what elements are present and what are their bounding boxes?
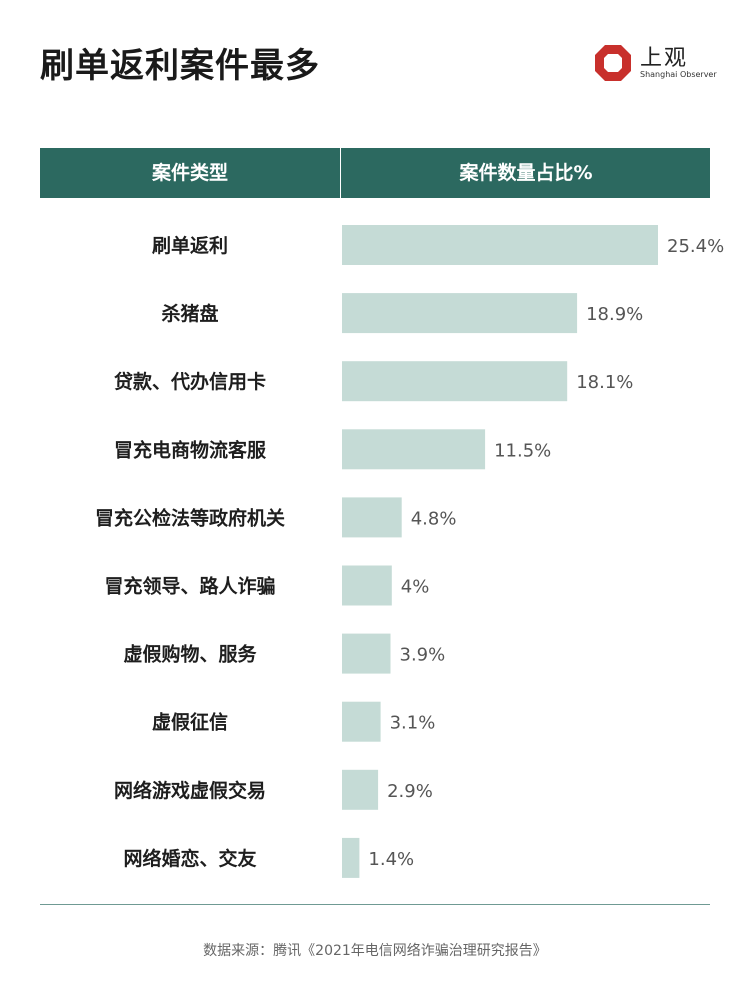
- category-label: 网络婚恋、交友: [123, 847, 256, 870]
- category-label: 贷款、代办信用卡: [114, 370, 266, 393]
- value-label: 25.4%: [667, 236, 724, 257]
- bar: [342, 293, 578, 334]
- category-label: 杀猪盘: [161, 302, 218, 325]
- column-header-share: 案件数量占比%: [459, 162, 593, 184]
- bottom-divider: [40, 904, 710, 905]
- value-label: 1.4%: [368, 849, 414, 870]
- category-label: 虚假征信: [152, 711, 228, 734]
- value-label: 4.8%: [411, 508, 457, 529]
- bar: [342, 225, 658, 265]
- value-label: 11.5%: [494, 440, 551, 461]
- data-source: 数据来源：腾讯《2021年电信网络诈骗治理研究报告》: [203, 943, 547, 959]
- category-label: 虚假购物、服务: [123, 643, 257, 666]
- bar: [342, 769, 379, 810]
- value-label: 3.1%: [390, 713, 436, 734]
- bar: [342, 633, 391, 674]
- bar: [342, 837, 360, 878]
- value-label: 2.9%: [387, 781, 433, 802]
- column-divider: [340, 148, 341, 198]
- logo-mark-icon: [595, 45, 631, 81]
- category-label: 刷单返利: [152, 234, 228, 257]
- page-title: 刷单返利案件最多: [40, 46, 320, 86]
- bar-chart: 刷单返利 25.4% 杀猪盘 18.9% 贷款、代办信用卡 18.1% 冒充电商物流客服 11…: [95, 225, 724, 878]
- table-header: 案件类型 案件数量占比%: [40, 148, 710, 198]
- category-label: 冒充电商物流客服: [114, 438, 267, 461]
- bar: [342, 497, 402, 538]
- logo-chinese-name: 上观: [640, 46, 689, 71]
- shanghai-observer-logo: 上观 Shanghai Observer: [594, 42, 717, 86]
- category-label: 网络游戏虚假交易: [114, 779, 266, 802]
- bar: [342, 361, 568, 402]
- bar: [342, 565, 392, 606]
- value-label: 4%: [401, 577, 430, 598]
- value-label: 18.1%: [576, 372, 633, 393]
- value-label: 18.9%: [586, 304, 643, 325]
- category-label: 冒充公检法等政府机关: [95, 506, 285, 529]
- column-header-category: 案件类型: [151, 162, 228, 184]
- bar: [342, 429, 486, 470]
- value-label: 3.9%: [400, 645, 446, 666]
- logo-english-name: Shanghai Observer: [640, 70, 717, 79]
- bar: [342, 701, 381, 742]
- category-label: 冒充领导、路人诈骗: [104, 575, 275, 598]
